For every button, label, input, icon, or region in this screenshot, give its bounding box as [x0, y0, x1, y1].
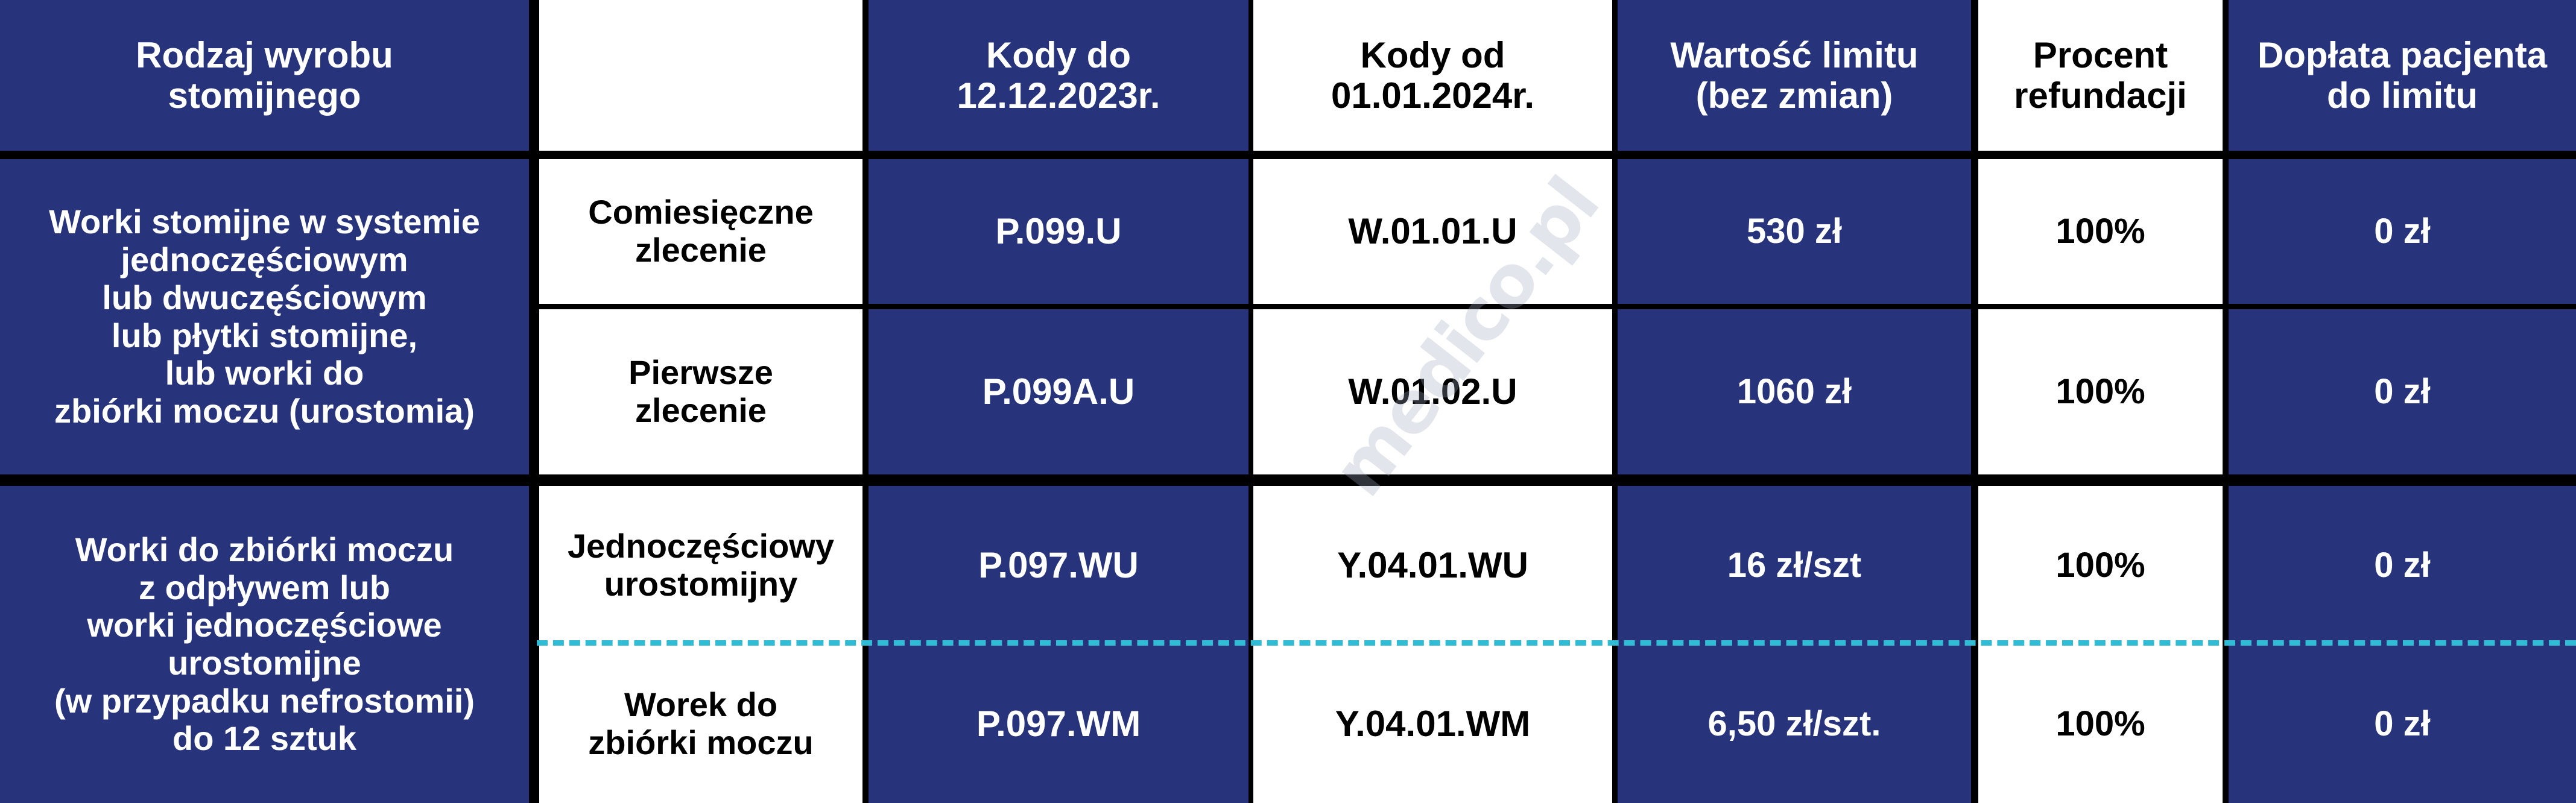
table-row-3-patient-copay: 0 zł — [2229, 486, 2576, 645]
group1-desc-line5: lub worki do — [165, 354, 364, 392]
row2-order-line1: Pierwsze — [628, 353, 773, 392]
table-row-2-codes-old: P.099A.U — [869, 309, 1248, 474]
header-cell-limit-value: Wartość limitu (bez zmian) — [1618, 0, 1971, 151]
table-row-2-limit-value: 1060 zł — [1618, 309, 1971, 474]
header-cell-patient-copay: Dopłata pacjenta do limitu — [2229, 0, 2576, 151]
row3-code-new: Y.04.01.WU — [1337, 545, 1528, 586]
row4-limit: 6,50 zł/szt. — [1707, 704, 1881, 743]
table-row-4-refund-percent: 100% — [1978, 645, 2223, 803]
header-refund-line1: Procent — [2033, 34, 2168, 75]
header-limit-line2: (bez zmian) — [1695, 75, 1893, 116]
table-row-1-refund-percent: 100% — [1978, 159, 2223, 304]
row1-limit: 530 zł — [1747, 211, 1842, 251]
table-row-1-codes-old: P.099.U — [869, 159, 1248, 304]
row4-refund: 100% — [2055, 704, 2145, 743]
header-codes-old-line2: 12.12.2023r. — [957, 75, 1160, 116]
header-copay-line2: do limitu — [2327, 75, 2478, 116]
row2-copay: 0 zł — [2374, 371, 2431, 411]
header-product-type-line1: Rodzaj wyrobu — [136, 34, 393, 75]
table-row-3-order-type: Jednoczęściowy urostomijny — [539, 486, 862, 645]
table-row-3-codes-new: Y.04.01.WU — [1253, 486, 1612, 645]
group2-desc-line6: do 12 sztuk — [172, 719, 356, 758]
group2-desc-line5: (w przypadku nefrostomii) — [54, 681, 475, 720]
table-row-4-limit-value: 6,50 zł/szt. — [1618, 645, 1971, 803]
table-row-2-order-type: Pierwsze zlecenie — [539, 309, 862, 474]
row3-order-line2: urostomijny — [604, 565, 798, 603]
group-description-2: Worki do zbiórki moczu z odpływem lub wo… — [0, 486, 529, 803]
row1-order-line1: Comiesięczne — [588, 193, 814, 231]
group1-desc-line2: jednoczęściowym — [121, 241, 408, 279]
header-cell-codes-old: Kody do 12.12.2023r. — [869, 0, 1248, 151]
table-row-4-codes-new: Y.04.01.WM — [1253, 645, 1612, 803]
group1-desc-line1: Worki stomijne w systemie — [49, 203, 480, 241]
row2-code-new: W.01.02.U — [1348, 371, 1517, 412]
row1-refund: 100% — [2055, 211, 2145, 251]
row3-order-line1: Jednoczęściowy — [568, 527, 834, 565]
header-refund-line2: refundacji — [2014, 75, 2187, 116]
group-description-1: Worki stomijne w systemie jednoczęściowy… — [0, 159, 529, 474]
row4-order-line1: Worek do — [624, 685, 778, 724]
row4-code-old: P.097.WM — [976, 704, 1141, 745]
table-row-3-codes-old: P.097.WU — [869, 486, 1248, 645]
group1-desc-line3: lub dwuczęściowym — [102, 278, 427, 316]
row2-order-line2: zlecenie — [635, 391, 767, 429]
header-cell-refund-percent: Procent refundacji — [1978, 0, 2223, 151]
table-row-1-limit-value: 530 zł — [1618, 159, 1971, 304]
group2-desc-line1: Worki do zbiórki moczu — [75, 530, 454, 568]
header-codes-old-line1: Kody do — [986, 34, 1131, 75]
table-row-2-patient-copay: 0 zł — [2229, 309, 2576, 474]
row2-code-old: P.099A.U — [982, 371, 1135, 412]
row1-code-new: W.01.01.U — [1348, 211, 1517, 252]
header-codes-new-line1: Kody od — [1360, 34, 1505, 75]
row1-order-line2: zlecenie — [635, 231, 767, 269]
row2-refund: 100% — [2055, 371, 2145, 411]
group1-desc-line6: zbiórki moczu (urostomia) — [54, 391, 475, 430]
group2-desc-line4: urostomijne — [168, 644, 361, 682]
row3-copay: 0 zł — [2374, 545, 2431, 585]
table-row-1-order-type: Comiesięczne zlecenie — [539, 159, 862, 304]
table-row-1-patient-copay: 0 zł — [2229, 159, 2576, 304]
header-cell-order-type — [539, 0, 862, 151]
group1-desc-line4: lub płytki stomijne, — [111, 316, 418, 354]
header-cell-product-type: Rodzaj wyrobu stomijnego — [0, 0, 529, 151]
header-copay-line1: Dopłata pacjenta — [2257, 34, 2548, 75]
group2-desc-line3: worki jednoczęściowe — [87, 606, 442, 644]
table-row-2-codes-new: W.01.02.U — [1253, 309, 1612, 474]
row1-copay: 0 zł — [2374, 211, 2431, 251]
header-codes-new-line2: 01.01.2024r. — [1331, 75, 1534, 116]
row3-limit: 16 zł/szt — [1727, 545, 1862, 585]
table-row-4-order-type: Worek do zbiórki moczu — [539, 645, 862, 803]
table-row-1-codes-new: W.01.01.U — [1253, 159, 1612, 304]
row2-limit: 1060 zł — [1736, 371, 1852, 411]
table-row-4-patient-copay: 0 zł — [2229, 645, 2576, 803]
table-row-4-codes-old: P.097.WM — [869, 645, 1248, 803]
group2-desc-line2: z odpływem lub — [139, 568, 390, 606]
row4-order-line2: zbiórki moczu — [588, 723, 814, 761]
row1-code-old: P.099.U — [995, 211, 1122, 252]
row4-copay: 0 zł — [2374, 704, 2431, 743]
header-product-type-line2: stomijnego — [168, 75, 361, 116]
header-limit-line1: Wartość limitu — [1670, 34, 1919, 75]
row3-code-old: P.097.WU — [978, 545, 1139, 586]
table-row-2-refund-percent: 100% — [1978, 309, 2223, 474]
table-row-3-limit-value: 16 zł/szt — [1618, 486, 1971, 645]
row4-code-new: Y.04.01.WM — [1335, 704, 1531, 745]
table-row-3-refund-percent: 100% — [1978, 486, 2223, 645]
header-cell-codes-new: Kody od 01.01.2024r. — [1253, 0, 1612, 151]
row3-refund: 100% — [2055, 545, 2145, 585]
